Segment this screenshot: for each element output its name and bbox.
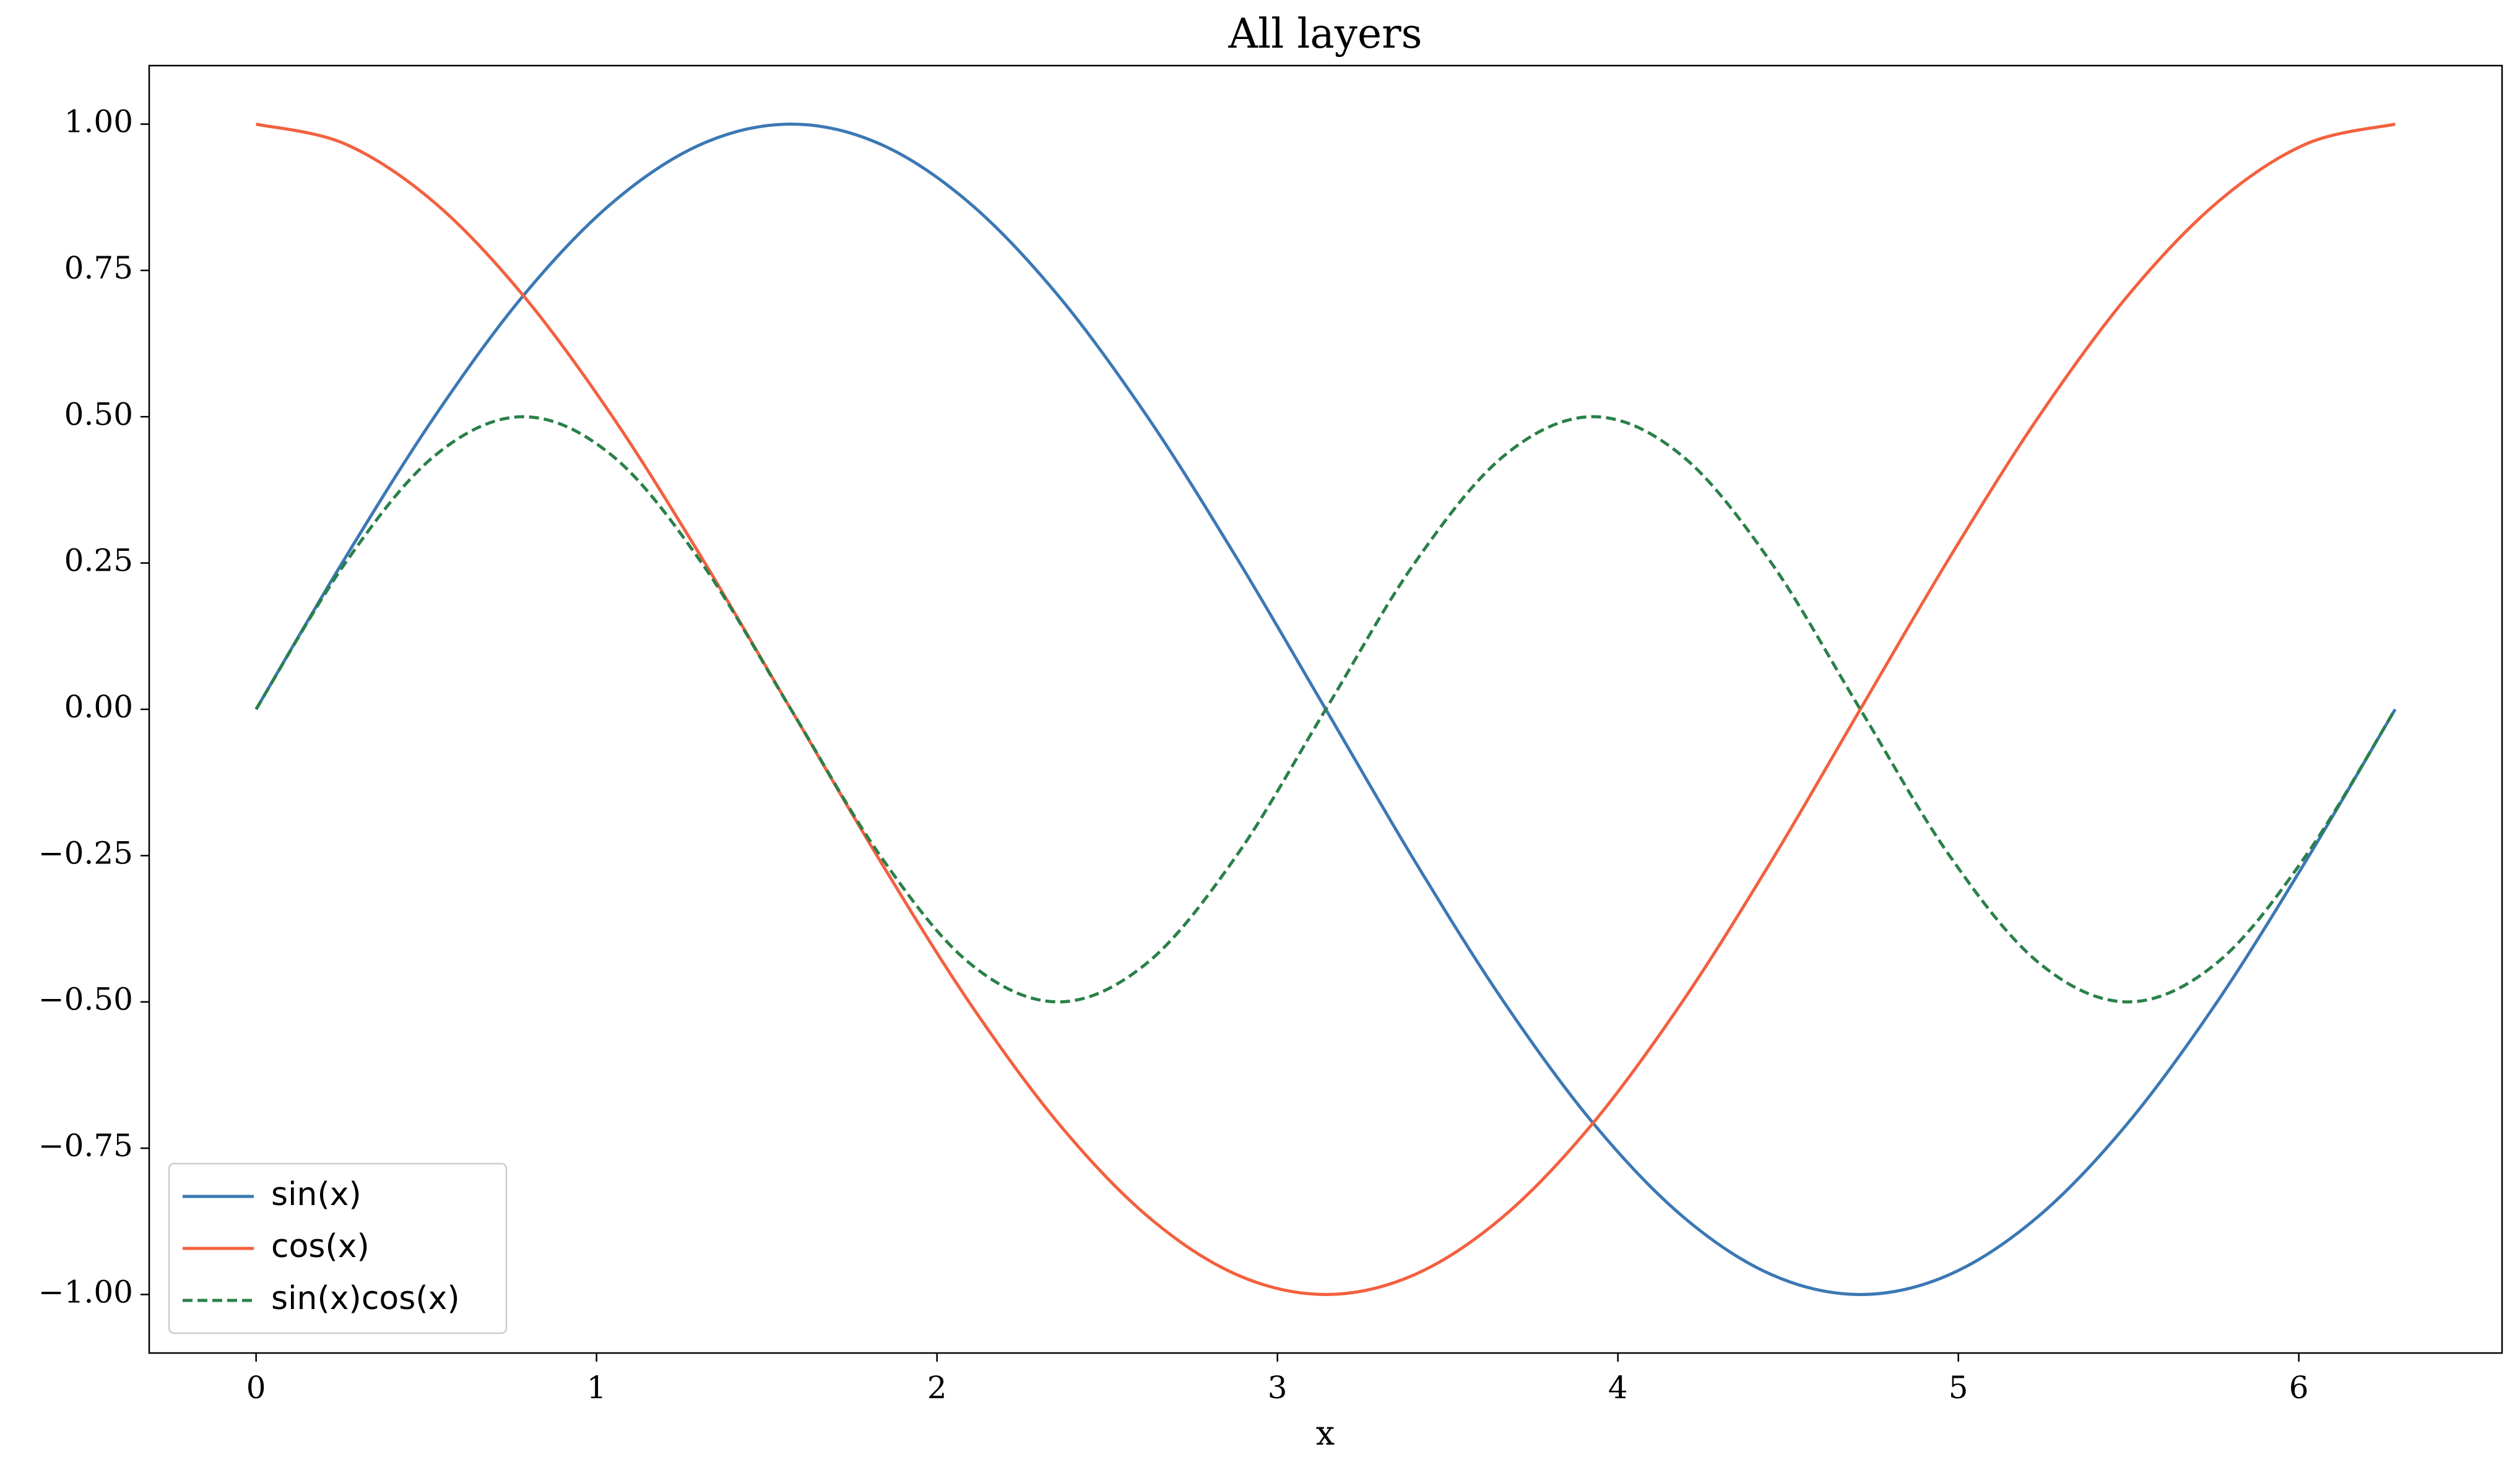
legend-label: cos(x) — [271, 1228, 370, 1265]
y-tick-label: 0.75 — [64, 250, 133, 286]
legend: sin(x)cos(x)sin(x)cos(x) — [168, 1162, 508, 1334]
y-tick-label: 1.00 — [64, 104, 133, 140]
y-tick-label: 0.25 — [64, 543, 133, 579]
legend-label: sin(x) — [271, 1176, 362, 1213]
x-tick-label: 1 — [587, 1370, 607, 1406]
x-tick-label: 2 — [927, 1370, 947, 1406]
plot-frame — [148, 64, 2503, 1354]
x-tick-label: 3 — [1268, 1370, 1288, 1406]
y-tick-label: 0.50 — [64, 396, 133, 432]
y-tick-label: 0.00 — [64, 689, 133, 725]
y-tick-label: −1.00 — [38, 1274, 133, 1310]
y-tick-label: −0.25 — [38, 835, 133, 871]
x-tick-label: 0 — [246, 1370, 266, 1406]
legend-box — [168, 1162, 508, 1334]
y-tick-label: −0.75 — [38, 1128, 133, 1164]
x-tick-label: 5 — [1949, 1370, 1968, 1406]
line-series — [256, 123, 2396, 1296]
legend-label: sin(x)cos(x) — [271, 1280, 460, 1317]
x-tick-label: 4 — [1608, 1370, 1628, 1406]
y-tick-label: −0.50 — [38, 982, 133, 1018]
x-tick-label: 6 — [2289, 1370, 2309, 1406]
line-series — [254, 415, 2397, 1004]
x-axis-label: x — [1316, 1414, 1335, 1453]
chart-title: All layers — [1228, 10, 1422, 58]
